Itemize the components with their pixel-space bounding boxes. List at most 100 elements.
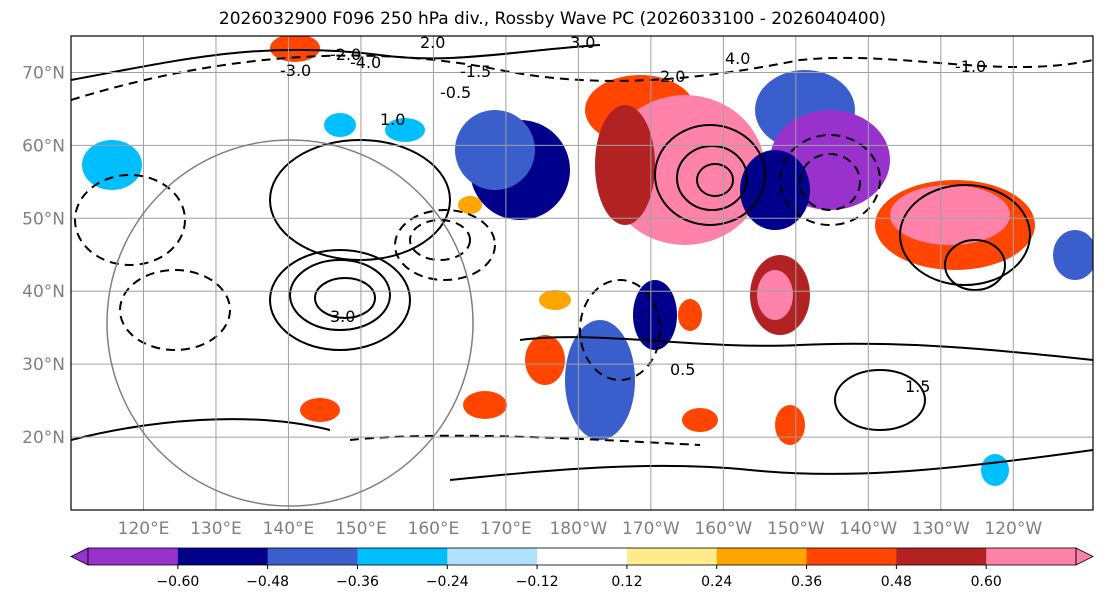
- colorbar-tick-label: −0.48: [246, 574, 289, 590]
- latitude-label: 30°N: [22, 355, 65, 375]
- longitude-label: 140°E: [263, 519, 315, 539]
- colorbar: −0.60 −0.48 −0.36 −0.24 −0.12 0.12 0.24 0.36 0.4…: [70, 547, 1094, 590]
- longitude-label: 140°W: [839, 519, 897, 539]
- colorbar-extend-max: [1075, 547, 1094, 566]
- contour-solid: [696, 163, 734, 197]
- contour-label: -1.0: [955, 57, 986, 76]
- shade-positive: [525, 335, 565, 385]
- contour-solid: [899, 184, 1031, 286]
- shade-negative: [324, 113, 356, 137]
- contour-lines: [71, 44, 1093, 481]
- contour-solid: [289, 259, 391, 331]
- colorbar-swatch: [447, 548, 538, 565]
- colorbar-swatch: [177, 548, 269, 565]
- colorbar-swatch: [357, 548, 448, 565]
- longitude-label: 170°E: [480, 519, 532, 539]
- contour-dashed: [409, 219, 471, 261]
- colorbar-swatch: [88, 548, 179, 565]
- map-frame: [70, 35, 1094, 511]
- contour-solid: [269, 249, 411, 351]
- shade-negative: [1053, 230, 1093, 280]
- shade-negative: [981, 454, 1009, 486]
- latitude-labels: 70°N 60°N 50°N 40°N 30°N 20°N: [22, 63, 65, 448]
- shade-negative: [455, 110, 535, 190]
- latitude-label: 40°N: [22, 282, 65, 302]
- latitude-label: 60°N: [22, 136, 65, 156]
- graticule: [71, 36, 1093, 510]
- colorbar-swatch: [896, 548, 987, 565]
- colorbar-tick-label: 0.24: [701, 574, 732, 590]
- contour-solid: [944, 239, 1006, 291]
- contour-label: -2.0: [330, 45, 361, 64]
- colorbar-swatch: [626, 548, 718, 565]
- contour-label: 0.5: [670, 360, 695, 379]
- contour-label: -3.0: [280, 61, 311, 80]
- contour-solid: [71, 418, 331, 441]
- contour-dashed: [74, 174, 186, 266]
- longitude-label: 130°E: [190, 519, 242, 539]
- colorbar-tick-label: 0.12: [611, 574, 642, 590]
- shade-positive: [890, 185, 1010, 245]
- contour-label: 1.0: [380, 110, 405, 129]
- contour-dashed: [349, 434, 701, 446]
- colorbar-tick-label: −0.12: [516, 574, 559, 590]
- colorbar-tick-label: 0.36: [791, 574, 822, 590]
- shade-positive: [595, 105, 655, 225]
- colorbar-extend-min: [70, 547, 89, 566]
- contour-solid: [449, 449, 1093, 481]
- colorbar-tick-label: 0.60: [971, 574, 1002, 590]
- contour-label: -4.0: [350, 53, 381, 72]
- contour-solid: [676, 145, 748, 211]
- longitude-label: 150°W: [767, 519, 825, 539]
- shade-positive: [463, 391, 507, 419]
- longitude-label: 180°W: [549, 519, 607, 539]
- contour-label: 1.5: [905, 377, 930, 396]
- longitude-label: 160°E: [408, 519, 460, 539]
- longitude-label: 130°W: [912, 519, 970, 539]
- contour-label: 3.0: [570, 33, 595, 52]
- projection-circle: [106, 139, 474, 507]
- contour-label: -0.5: [440, 83, 471, 102]
- contour-solid: [834, 369, 926, 431]
- contour-solid: [654, 124, 766, 226]
- shade-positive: [458, 196, 482, 214]
- colorbar-frame: [87, 547, 1077, 566]
- contour-label-group: 2.0 3.0 4.0 -1.0 1.0 -0.5 0.5 1.5 -1.5 -…: [280, 33, 986, 396]
- contour-label: 4.0: [725, 49, 750, 68]
- chart-title: 2026032900 F096 250 hPa div., Rossby Wav…: [218, 9, 887, 29]
- shade-negative: [82, 140, 142, 190]
- shade-positive: [678, 299, 702, 331]
- colorbar-tick-label: −0.36: [336, 574, 379, 590]
- colorbar-swatch: [716, 548, 808, 565]
- colorbar-tick-label: −0.24: [426, 574, 469, 590]
- contour-dashed: [799, 153, 861, 211]
- contour-solid: [314, 277, 376, 319]
- colorbar-swatch: [267, 548, 358, 565]
- contour-dashed: [394, 209, 496, 281]
- shade-positive: [757, 270, 793, 320]
- contour-solid: [269, 139, 451, 261]
- longitude-labels: 120°E 130°E 140°E 150°E 160°E 170°E 180°W 170°W…: [118, 519, 1043, 539]
- latitude-label: 70°N: [22, 63, 65, 83]
- colorbar-swatch: [537, 548, 628, 565]
- contour-label: -1.5: [460, 62, 491, 81]
- colorbar-tick-label: −0.60: [156, 574, 199, 590]
- colorbar-tick-label: 0.48: [881, 574, 912, 590]
- contour-label: 2.0: [660, 67, 685, 86]
- contour-dashed: [119, 269, 231, 351]
- contour-label: 3.0: [330, 307, 355, 326]
- contour-dashed: [579, 279, 661, 381]
- shade-negative: [633, 280, 677, 350]
- contour-solid: [71, 44, 601, 81]
- longitude-label: 120°E: [118, 519, 170, 539]
- shade-positive: [539, 290, 571, 310]
- longitude-label: 150°E: [335, 519, 387, 539]
- shade-positive: [300, 398, 340, 422]
- longitude-label: 170°W: [622, 519, 680, 539]
- contour-dashed: [779, 134, 881, 226]
- shade-negative: [740, 150, 810, 230]
- shade-positive: [682, 408, 718, 432]
- shade-negative: [385, 118, 425, 142]
- shade-positive: [775, 405, 805, 445]
